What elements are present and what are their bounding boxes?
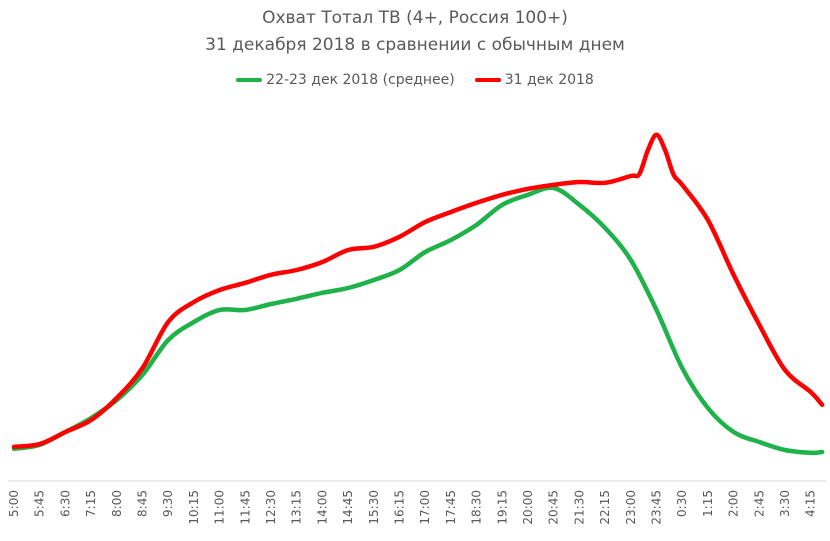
legend-label-green: 22-23 дек 2018 (среднее) bbox=[266, 72, 455, 88]
x-tick-label: 17:00 bbox=[418, 490, 432, 525]
x-tick-label: 8:00 bbox=[110, 490, 124, 517]
x-tick-label: 9:30 bbox=[161, 490, 175, 517]
legend-swatch-green bbox=[236, 78, 263, 82]
x-tick-label: 11:45 bbox=[238, 490, 252, 525]
legend-item-green: 22-23 дек 2018 (среднее) bbox=[236, 72, 455, 88]
x-tick-label: 14:00 bbox=[315, 490, 329, 525]
x-tick-label: 20:00 bbox=[521, 490, 535, 525]
x-tick-label: 15:30 bbox=[367, 490, 381, 525]
x-tick-label: 23:00 bbox=[624, 490, 638, 525]
x-tick-label: 6:30 bbox=[58, 490, 72, 517]
x-tick-label: 2:00 bbox=[727, 490, 741, 517]
chart-subtitle: 31 декабря 2018 в сравнении с обычным дн… bbox=[205, 35, 625, 55]
x-tick-label: 16:15 bbox=[393, 490, 407, 525]
x-tick-label: 7:15 bbox=[84, 490, 98, 517]
x-tick-label: 22:15 bbox=[598, 490, 612, 525]
x-tick-label: 2:45 bbox=[752, 490, 766, 517]
x-tick-label: 1:15 bbox=[701, 490, 715, 517]
x-tick-label: 12:30 bbox=[264, 490, 278, 525]
x-tick-label: 3:30 bbox=[778, 490, 792, 517]
x-tick-label: 10:15 bbox=[187, 490, 201, 525]
x-tick-label: 14:45 bbox=[341, 490, 355, 525]
x-tick-label: 21:30 bbox=[572, 490, 586, 525]
x-tick-label: 5:00 bbox=[7, 490, 21, 517]
series-line-dec31 bbox=[11, 132, 825, 450]
series-line-average bbox=[11, 185, 825, 456]
chart-title: Охват Тотал ТВ (4+, Россия 100+) bbox=[262, 8, 568, 28]
legend-label-red: 31 дек 2018 bbox=[504, 72, 594, 88]
x-tick-label: 13:15 bbox=[290, 490, 304, 525]
x-tick-label: 20:45 bbox=[547, 490, 561, 525]
legend-item-red: 31 дек 2018 bbox=[474, 72, 594, 88]
x-tick-label: 0:30 bbox=[675, 490, 689, 517]
legend-swatch-red bbox=[474, 78, 501, 82]
x-tick-label: 23:45 bbox=[650, 490, 664, 525]
legend: 22-23 дек 2018 (среднее) 31 дек 2018 bbox=[0, 72, 830, 88]
x-tick-label: 18:30 bbox=[470, 490, 484, 525]
x-tick-label: 11:00 bbox=[213, 490, 227, 525]
x-tick-label: 17:45 bbox=[444, 490, 458, 525]
x-tick-label: 8:45 bbox=[136, 490, 150, 517]
x-tick-label: 5:45 bbox=[33, 490, 47, 517]
x-tick-label: 4:15 bbox=[804, 490, 818, 517]
x-tick-label: 19:15 bbox=[495, 490, 509, 525]
